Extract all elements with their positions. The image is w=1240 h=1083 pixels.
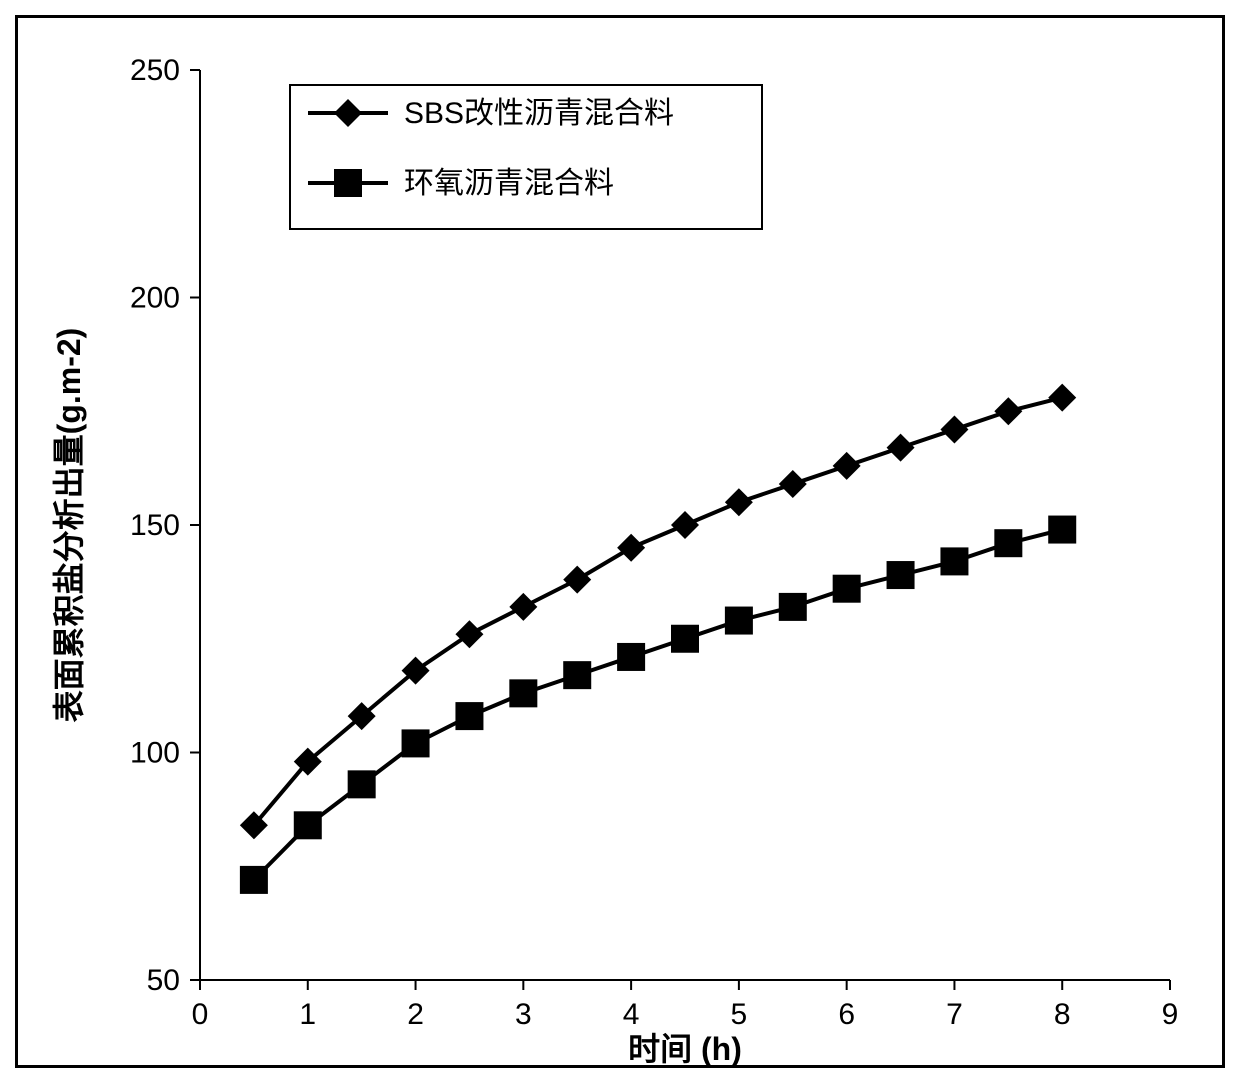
x-tick-label: 5: [731, 998, 748, 1031]
x-tick-label: 8: [1054, 998, 1071, 1031]
diamond-marker: [671, 511, 699, 539]
diamond-marker: [994, 397, 1022, 425]
diamond-marker: [509, 593, 537, 621]
square-marker: [294, 811, 322, 839]
x-tick-label: 2: [407, 998, 424, 1031]
square-marker: [833, 575, 861, 603]
square-marker: [240, 866, 268, 894]
square-marker: [671, 625, 699, 653]
square-marker: [348, 770, 376, 798]
diamond-marker: [455, 620, 483, 648]
square-marker: [563, 661, 591, 689]
diamond-marker: [779, 470, 807, 498]
square-marker: [402, 729, 430, 757]
legend-label: 环氧沥青混合料: [404, 167, 614, 200]
diamond-marker: [563, 566, 591, 594]
diamond-marker: [617, 534, 645, 562]
series-line: [254, 398, 1062, 826]
square-marker: [725, 607, 753, 635]
chart-container: 0 1 2 3 4 5 6 7 8 9 50 100 150 200 250 时间 (h) 表面累积盐分析出量(…: [0, 0, 1240, 1083]
x-tick-label: 4: [623, 998, 640, 1031]
x-tick-label: 6: [838, 998, 855, 1031]
diamond-marker: [940, 415, 968, 443]
x-tick-label: 0: [192, 998, 209, 1031]
y-tick-label: 200: [130, 282, 180, 315]
x-tick-label: 1: [299, 998, 316, 1031]
y-tick-label: 250: [130, 54, 180, 87]
diamond-marker: [833, 452, 861, 480]
chart-svg: 0 1 2 3 4 5 6 7 8 9 50 100 150 200 250 时间 (h) 表面累积盐分析出量(…: [0, 0, 1240, 1083]
x-axis-title: 时间 (h): [628, 1031, 742, 1067]
square-marker: [779, 593, 807, 621]
square-marker: [334, 169, 362, 197]
y-axis-title: 表面累积盐分析出量(g.m-2): [51, 328, 87, 723]
x-tick-label: 7: [946, 998, 963, 1031]
legend-label: SBS改性沥青混合料: [404, 97, 674, 130]
square-marker: [1048, 516, 1076, 544]
y-tick-label: 50: [147, 964, 180, 997]
x-tick-label: 3: [515, 998, 532, 1031]
square-marker: [940, 547, 968, 575]
diamond-marker: [725, 488, 753, 516]
square-marker: [887, 561, 915, 589]
x-tick-label: 9: [1162, 998, 1179, 1031]
diamond-marker: [1048, 384, 1076, 412]
square-marker: [994, 529, 1022, 557]
square-marker: [509, 679, 537, 707]
square-marker: [455, 702, 483, 730]
y-tick-label: 150: [130, 509, 180, 542]
square-marker: [617, 643, 645, 671]
diamond-marker: [887, 434, 915, 462]
y-tick-label: 100: [130, 737, 180, 770]
